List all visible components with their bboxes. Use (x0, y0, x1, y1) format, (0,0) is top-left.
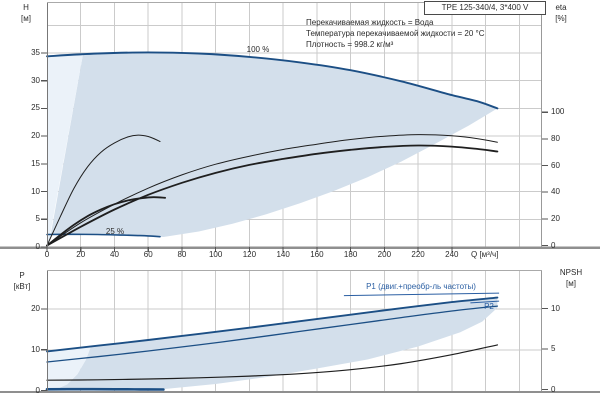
eta-axis-unit: [%] (555, 14, 567, 23)
eta-tick-label: 20 (551, 213, 560, 223)
h-tick-label: 25 (31, 103, 40, 113)
q-tick-label: 220 (411, 250, 425, 259)
eta-axis-title: eta [%] (546, 2, 576, 24)
p-axis-unit: [кВт] (13, 282, 31, 291)
fluid-info-line: Плотность = 998.2 кг/м³ (306, 40, 394, 49)
fluid-info-line: Перекачиваемая жидкость = Вода (306, 18, 434, 27)
pump-title-box: TPE 125-340/4, 3*400 V (424, 1, 546, 15)
h-tick-label: 10 (31, 186, 40, 196)
q-tick-label: 100 (208, 250, 223, 259)
eta-tick-label: 80 (551, 133, 560, 143)
q-tick-label: 40 (110, 250, 119, 259)
h-tick-label: 15 (31, 158, 40, 168)
p-tick-label: 0 (35, 385, 40, 395)
npsh-tick-label: 0 (551, 384, 556, 394)
npsh-tick-label: 10 (551, 303, 560, 313)
q-tick-label: 240 (445, 250, 459, 259)
p-axis-title: P [кВт] (4, 270, 40, 292)
h-tick-label: 5 (35, 214, 40, 224)
h-tick-label: 0 (35, 242, 40, 251)
h-axis-title: H [м] (12, 2, 40, 24)
npsh-axis-unit: [м] (566, 279, 576, 288)
h-tick-label: 35 (31, 47, 40, 57)
q-axis-unit: Q [м³/ч] (471, 250, 499, 259)
q-tick-label: 120 (242, 250, 257, 259)
h-axis-unit: [м] (21, 14, 31, 23)
h-axis-name: H (23, 3, 29, 12)
q-tick-label: 160 (310, 250, 324, 259)
q-tick-label: 180 (343, 250, 358, 259)
speed-label-25: 25 % (105, 227, 125, 236)
p-axis-name: P (19, 271, 25, 280)
p2-curve-label: P2 (484, 302, 494, 311)
p-tick-label: 10 (31, 344, 40, 354)
h-tick-label: 20 (31, 131, 40, 141)
eta-tick-label: 0 (551, 240, 556, 250)
npsh-tick-label: 5 (551, 344, 556, 353)
p-tick-label: 20 (31, 304, 40, 313)
npsh-axis-title: NPSH [м] (548, 267, 594, 289)
npsh-axis-name: NPSH (559, 268, 583, 277)
q-tick-label: 80 (177, 250, 187, 259)
h-tick-label: 30 (31, 75, 40, 85)
speed-label-100: 100 % (246, 45, 270, 54)
fluid-info: Перекачиваемая жидкость = Вода Температу… (306, 17, 485, 50)
eta-tick-label: 40 (551, 187, 560, 197)
eta-tick-label: 100 (551, 107, 565, 117)
eta-axis-name: eta (555, 3, 567, 12)
fluid-info-line: Температура перекачиваемой жидкости = 20… (306, 29, 485, 38)
q-tick-label: 0 (44, 250, 50, 259)
eta-tick-label: 60 (551, 160, 560, 170)
q-tick-label: 60 (143, 250, 153, 259)
q-tick-label: 140 (276, 250, 290, 259)
q-tick-label: 200 (377, 250, 392, 259)
q-tick-label: 20 (76, 250, 86, 259)
p1-curve-label: P1 (двиг.+преобр-ль частоты) (366, 282, 476, 291)
